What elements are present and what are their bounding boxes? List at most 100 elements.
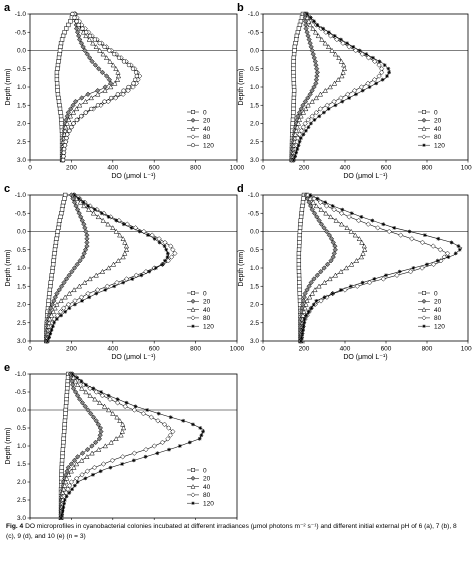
data-point — [338, 221, 345, 227]
data-point — [85, 407, 91, 413]
data-point — [297, 276, 302, 282]
data-point — [295, 120, 302, 126]
data-point — [70, 372, 75, 376]
data-point — [314, 298, 319, 303]
data-point — [407, 229, 412, 234]
data-point — [66, 482, 73, 489]
data-point — [58, 41, 64, 46]
y-tick-label: -1.0 — [15, 371, 27, 378]
data-point — [435, 258, 440, 263]
data-point — [90, 40, 96, 46]
data-point — [54, 77, 60, 82]
legend-label: 20 — [434, 118, 442, 125]
data-point — [345, 41, 349, 46]
legend-entry: 0 — [187, 467, 207, 474]
legend-entry: 80 — [187, 134, 211, 141]
data-point — [313, 80, 319, 87]
data-point — [385, 74, 389, 78]
data-point — [380, 276, 386, 282]
data-point — [75, 375, 79, 380]
series-120 — [59, 372, 205, 520]
x-tick-label: 0 — [28, 346, 32, 353]
data-point — [108, 95, 114, 101]
data-point — [65, 379, 70, 384]
data-point — [348, 261, 355, 267]
data-point — [299, 207, 305, 212]
data-point — [139, 273, 144, 278]
data-point — [338, 210, 345, 216]
data-point — [112, 80, 118, 86]
data-point — [382, 63, 387, 67]
y-tick-label: 2.5 — [250, 139, 259, 146]
data-point — [63, 411, 68, 416]
y-tick-label: 1.0 — [17, 443, 26, 450]
data-point — [133, 404, 138, 409]
legend-label: 20 — [203, 476, 211, 483]
data-point — [348, 284, 353, 289]
data-point — [321, 265, 327, 271]
data-point — [51, 254, 57, 260]
legend-entry: 0 — [418, 109, 438, 116]
data-point — [77, 396, 83, 402]
data-point — [329, 47, 335, 53]
data-point — [70, 385, 77, 392]
data-point — [115, 397, 120, 402]
legend-entry: 40 — [418, 307, 442, 314]
legend-label: 20 — [203, 299, 211, 306]
data-point — [110, 261, 117, 267]
data-point — [51, 262, 56, 267]
data-point — [118, 432, 124, 438]
data-point — [331, 80, 338, 86]
data-point — [133, 70, 139, 75]
legend-marker — [421, 307, 427, 312]
data-point — [300, 203, 305, 209]
data-point — [297, 280, 302, 285]
data-point — [47, 335, 51, 340]
data-point — [45, 339, 50, 343]
data-point — [381, 222, 386, 227]
data-point — [62, 482, 68, 488]
legend-marker — [422, 324, 426, 328]
data-point — [292, 44, 297, 50]
series-120 — [291, 12, 391, 162]
data-point — [67, 306, 72, 311]
data-point — [313, 203, 319, 209]
data-point — [301, 309, 307, 314]
data-point — [446, 255, 451, 259]
figure-caption: Fig. 4 DO microprofiles in cyanobacteria… — [6, 522, 468, 542]
data-point — [55, 229, 60, 234]
data-point — [48, 280, 53, 285]
y-tick-label: 0.0 — [17, 407, 26, 414]
data-point — [306, 309, 311, 314]
data-point — [308, 203, 314, 209]
data-point — [327, 276, 333, 282]
data-point — [131, 81, 136, 86]
data-point — [54, 290, 60, 297]
x-tick-label: 600 — [149, 346, 160, 353]
data-point — [332, 51, 339, 57]
data-point — [121, 88, 126, 93]
data-point — [53, 240, 59, 245]
legend-label: 120 — [434, 143, 445, 150]
data-point — [74, 392, 81, 399]
data-point — [301, 132, 306, 137]
data-point — [318, 298, 324, 304]
y-tick-label: 0.0 — [250, 229, 259, 236]
data-point — [300, 102, 306, 108]
data-point — [312, 117, 317, 122]
data-point — [62, 30, 67, 35]
x-tick-label: 600 — [149, 165, 160, 172]
y-tick-label: -1.0 — [248, 192, 260, 199]
data-point — [87, 55, 93, 61]
data-point — [81, 203, 87, 209]
data-point — [298, 106, 304, 112]
data-point — [366, 279, 373, 286]
data-point — [68, 468, 74, 474]
data-point — [60, 451, 65, 456]
y-tick-label: 1.5 — [250, 102, 259, 109]
data-point — [313, 109, 319, 116]
data-point — [162, 239, 168, 246]
data-point — [330, 291, 335, 296]
data-point — [77, 258, 83, 264]
data-point — [108, 439, 114, 445]
